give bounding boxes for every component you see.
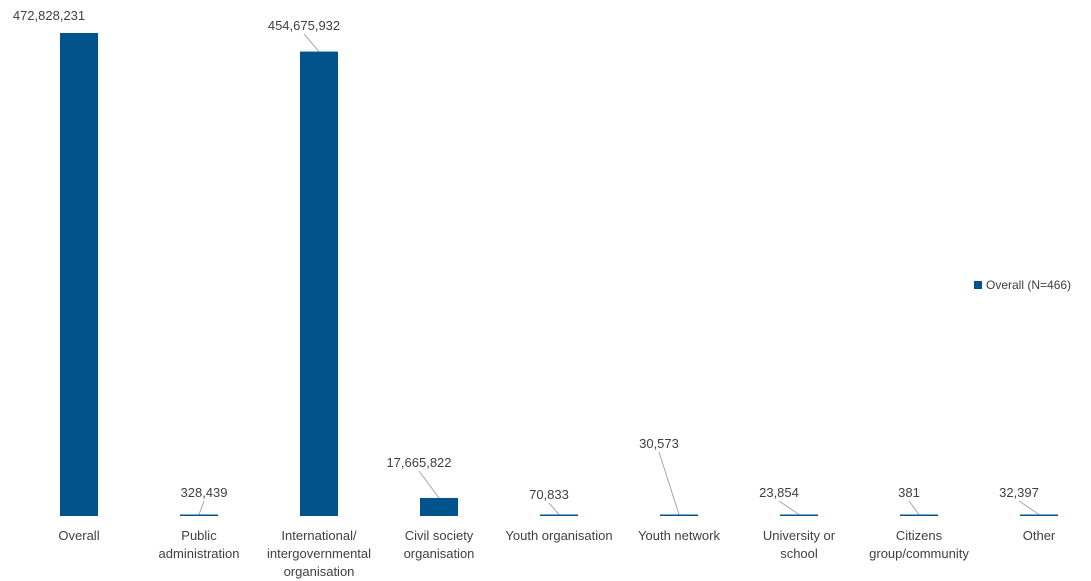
category-label-line: Youth organisation bbox=[505, 528, 612, 543]
leader-line bbox=[198, 500, 205, 515]
bar bbox=[300, 51, 338, 517]
data-label: 23,854 bbox=[759, 485, 799, 500]
category-label: Civil society organisation bbox=[404, 528, 475, 561]
data-label: 30,573 bbox=[639, 436, 679, 451]
leader-line bbox=[548, 502, 560, 515]
category-label-line: administration bbox=[159, 546, 240, 561]
bar bbox=[540, 514, 578, 516]
category-label: International/intergovernmental organisat… bbox=[267, 528, 371, 579]
category-label-line: Citizens bbox=[896, 528, 943, 543]
category-label-line: organisation bbox=[284, 564, 355, 579]
bar bbox=[900, 514, 938, 516]
category-label: Overall bbox=[58, 528, 99, 543]
legend: Overall (N=466) bbox=[974, 278, 1071, 292]
category-label-line: intergovernmental bbox=[267, 546, 371, 561]
bar bbox=[180, 514, 218, 516]
category-label: Youth organisation bbox=[505, 528, 612, 543]
bar bbox=[420, 497, 458, 516]
category-label: Youth network bbox=[638, 528, 720, 543]
category-label: Public administration bbox=[159, 528, 240, 561]
legend-label: Overall (N=466) bbox=[986, 278, 1071, 292]
leader-line bbox=[778, 500, 800, 515]
category-label-line: organisation bbox=[404, 546, 475, 561]
leader-line bbox=[303, 33, 320, 52]
category-label-line: Public bbox=[181, 528, 217, 543]
bar bbox=[780, 514, 818, 516]
leader-lines-layer bbox=[198, 33, 1040, 515]
data-label: 17,665,822 bbox=[386, 455, 451, 470]
leader-line bbox=[418, 470, 440, 499]
legend-swatch bbox=[974, 281, 982, 289]
category-label: Other bbox=[1023, 528, 1056, 543]
bar bbox=[60, 33, 98, 516]
data-label: 328,439 bbox=[181, 485, 228, 500]
category-label: University or school bbox=[763, 528, 836, 561]
category-label-line: International/ bbox=[281, 528, 357, 543]
bar bbox=[660, 514, 698, 516]
leader-line bbox=[908, 500, 920, 515]
bar bbox=[1020, 514, 1058, 516]
category-label-line: Other bbox=[1023, 528, 1056, 543]
category-labels-layer: Overall Public administration International… bbox=[58, 528, 1056, 579]
leader-line bbox=[658, 451, 680, 515]
leader-line bbox=[1018, 500, 1040, 515]
data-label: 381 bbox=[898, 485, 920, 500]
category-label-line: Overall bbox=[58, 528, 99, 543]
category-label: Citizens group/community bbox=[869, 528, 969, 561]
bars-layer bbox=[60, 33, 1058, 517]
data-label: 472,828,231 bbox=[13, 8, 85, 23]
value-labels-layer: 472,828,231 328,439 454,675,932 17,665,822 7… bbox=[13, 8, 1039, 502]
data-label: 454,675,932 bbox=[268, 18, 340, 33]
data-label: 70,833 bbox=[529, 487, 569, 502]
category-label-line: University or bbox=[763, 528, 836, 543]
category-label-line: school bbox=[780, 546, 818, 561]
category-label-line: Youth network bbox=[638, 528, 720, 543]
data-label: 32,397 bbox=[999, 485, 1039, 500]
category-label-line: group/community bbox=[869, 546, 969, 561]
category-label-line: Civil society bbox=[405, 528, 474, 543]
